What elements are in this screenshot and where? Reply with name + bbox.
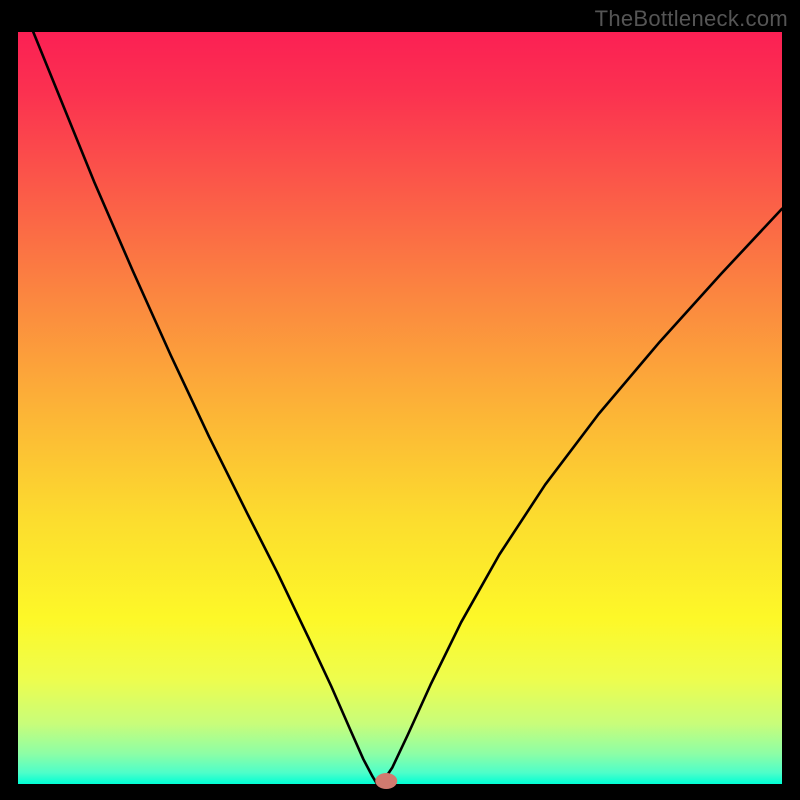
watermark-text: TheBottleneck.com	[595, 6, 788, 32]
plot-area	[18, 32, 782, 784]
chart-container: TheBottleneck.com	[0, 0, 800, 800]
bottleneck-curve-chart	[0, 0, 800, 800]
optimal-point-marker	[375, 773, 397, 789]
